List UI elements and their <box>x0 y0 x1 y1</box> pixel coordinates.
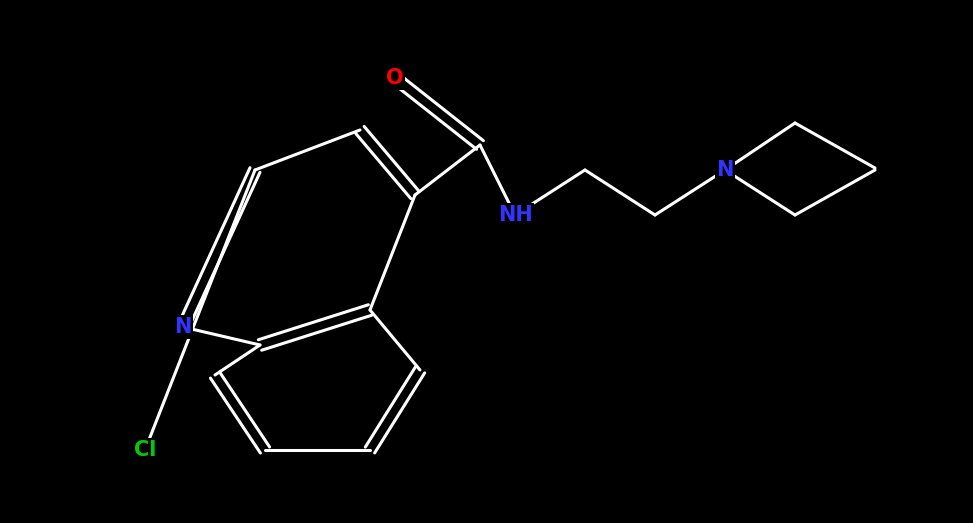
Text: N: N <box>174 317 192 337</box>
Text: N: N <box>716 160 734 180</box>
Text: O: O <box>386 68 404 88</box>
Text: Cl: Cl <box>134 440 157 460</box>
Text: NH: NH <box>497 205 532 225</box>
